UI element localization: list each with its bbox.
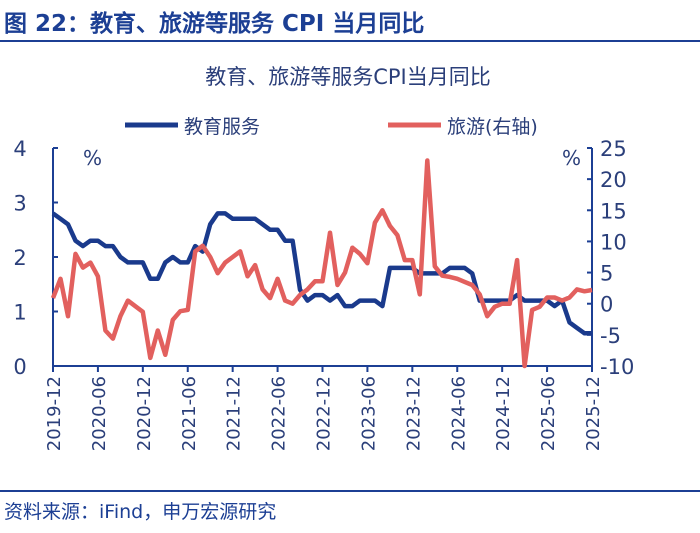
right-tick-label: 5 <box>600 262 613 286</box>
right-tick-label: 25 <box>600 137 627 161</box>
x-tick-label: 2023-06 <box>358 376 379 451</box>
left-tick-label: 0 <box>13 355 26 379</box>
right-tick-label: -5 <box>600 324 621 348</box>
right-tick-label: 10 <box>600 230 627 254</box>
x-tick-label: 2022-06 <box>269 376 290 451</box>
right-tick-label: 15 <box>600 199 627 223</box>
legend-label-education: 教育服务 <box>184 116 260 138</box>
x-tick-label: 2024-06 <box>448 376 469 451</box>
x-tick-label: 2023-12 <box>403 376 424 451</box>
x-tick-label: 2021-12 <box>224 376 245 451</box>
x-tick-label: 2020-12 <box>134 376 155 451</box>
left-tick-label: 3 <box>13 192 26 216</box>
series-line-education <box>51 211 592 336</box>
x-tick-label: 2022-12 <box>314 376 335 451</box>
left-tick-label: 4 <box>13 137 26 161</box>
x-tick-label: 2025-12 <box>583 376 604 451</box>
top-divider <box>0 40 700 42</box>
chart-title: 教育、旅游等服务CPI当月同比 <box>205 65 491 89</box>
bottom-divider <box>0 490 700 492</box>
x-tick-label: 2024-12 <box>493 376 514 451</box>
x-tick-label: 2021-06 <box>179 376 200 451</box>
figure-title: 图 22：教育、旅游等服务 CPI 当月同比 <box>4 11 425 37</box>
right-tick-label: 0 <box>600 293 613 317</box>
left-tick-label: 2 <box>13 246 26 270</box>
right-tick-label: 20 <box>600 168 627 192</box>
left-tick-label: 1 <box>13 301 26 325</box>
right-unit: % <box>562 146 581 170</box>
legend-label-tourism: 旅游(右轴) <box>447 116 538 138</box>
x-tick-label: 2019-12 <box>44 376 65 451</box>
x-tick-label: 2020-06 <box>89 376 110 451</box>
x-tick-label: 2025-06 <box>538 376 559 451</box>
source-note: 资料来源：iFind，申万宏源研究 <box>4 501 277 523</box>
right-tick-label: -10 <box>600 355 634 379</box>
left-unit: % <box>83 146 102 170</box>
series-line-tourism <box>50 158 593 369</box>
